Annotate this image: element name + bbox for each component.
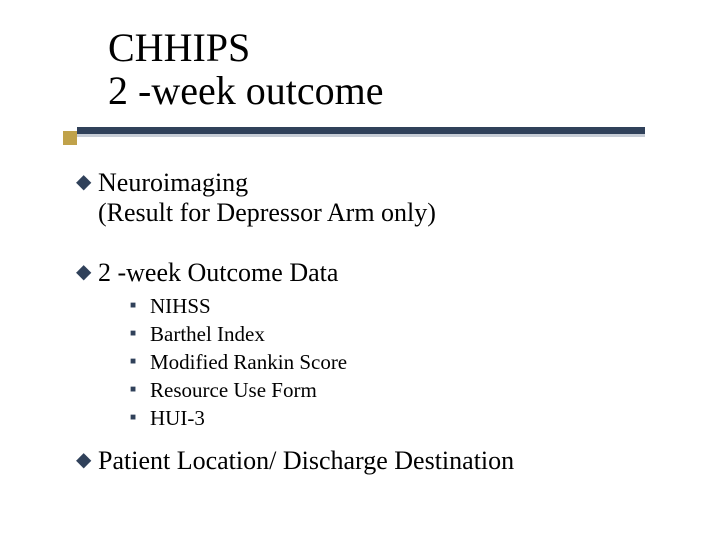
bullet-text: Neuroimaging (Result for Depressor Arm o… [98, 168, 436, 228]
sub-bullet-item: ■ Barthel Index [130, 322, 656, 346]
title-accent-box [63, 131, 77, 145]
sub-bullet-item: ■ Resource Use Form [130, 378, 656, 402]
title-line-1: CHHIPS [108, 26, 383, 69]
bullet-text: 2 -week Outcome Data [98, 258, 338, 288]
content-area: ◆ Neuroimaging (Result for Depressor Arm… [76, 168, 656, 482]
square-bullet-icon: ■ [130, 294, 150, 318]
bullet-text-line: (Result for Depressor Arm only) [98, 198, 436, 227]
bullet-text-line: Neuroimaging [98, 168, 248, 197]
bullet-item: ◆ Neuroimaging (Result for Depressor Arm… [76, 168, 656, 228]
sub-bullet-item: ■ NIHSS [130, 294, 656, 318]
bullet-item: ◆ Patient Location/ Discharge Destinatio… [76, 446, 656, 476]
spacer [76, 434, 656, 446]
diamond-bullet-icon: ◆ [76, 168, 98, 196]
bullet-text: Patient Location/ Discharge Destination [98, 446, 514, 476]
slide: CHHIPS 2 -week outcome ◆ Neuroimaging (R… [0, 0, 720, 540]
diamond-bullet-icon: ◆ [76, 258, 98, 286]
title-block: CHHIPS 2 -week outcome [108, 26, 383, 112]
sub-bullet-text: Resource Use Form [150, 378, 317, 402]
sub-list: ■ NIHSS ■ Barthel Index ■ Modified Ranki… [130, 294, 656, 431]
sub-bullet-text: Modified Rankin Score [150, 350, 347, 374]
sub-bullet-item: ■ HUI-3 [130, 406, 656, 430]
title-line-2: 2 -week outcome [108, 69, 383, 112]
sub-bullet-text: Barthel Index [150, 322, 265, 346]
sub-bullet-text: NIHSS [150, 294, 211, 318]
square-bullet-icon: ■ [130, 406, 150, 430]
spacer [76, 234, 656, 258]
title-rule-dark [77, 127, 645, 134]
diamond-bullet-icon: ◆ [76, 446, 98, 474]
square-bullet-icon: ■ [130, 378, 150, 402]
sub-bullet-item: ■ Modified Rankin Score [130, 350, 656, 374]
square-bullet-icon: ■ [130, 350, 150, 374]
square-bullet-icon: ■ [130, 322, 150, 346]
title-rule-light [77, 134, 645, 137]
sub-bullet-text: HUI-3 [150, 406, 205, 430]
bullet-item: ◆ 2 -week Outcome Data [76, 258, 656, 288]
